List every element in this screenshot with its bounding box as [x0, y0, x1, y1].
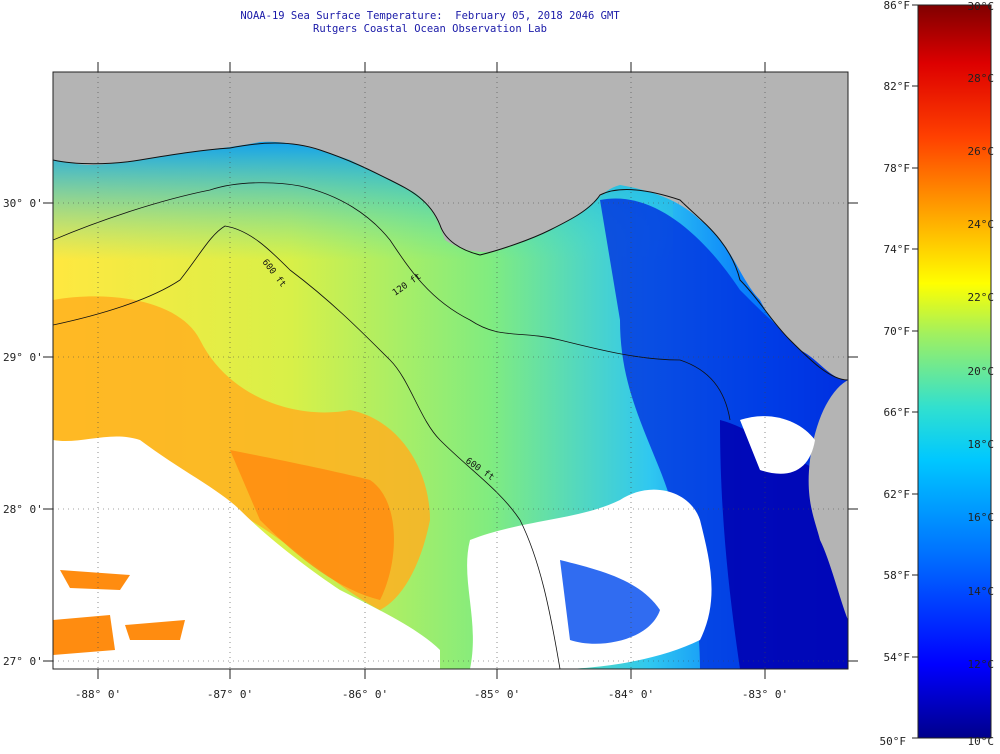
lon-label-84: -84° 0' [608, 688, 654, 701]
warm-patch-2 [53, 615, 115, 655]
cb-c-18: 18°C [968, 438, 995, 451]
warm-water-core [230, 450, 394, 600]
map-area [53, 72, 848, 669]
cb-f-78: 78°F [884, 162, 911, 175]
cb-c-24: 24°C [968, 218, 995, 231]
cb-c-16: 16°C [968, 511, 995, 524]
cloud-cover-east [740, 416, 815, 474]
map-title: NOAA-19 Sea Surface Temperature: Februar… [0, 10, 860, 36]
cb-f-58: 58°F [884, 569, 911, 582]
cb-c-14: 14°C [968, 585, 995, 598]
colorbar-ticks [912, 4, 918, 739]
lat-label-30: 30° 0' [3, 197, 43, 210]
cb-c-22: 22°C [968, 291, 995, 304]
map-frame [52, 71, 849, 670]
lat-label-28: 28° 0' [3, 503, 43, 516]
cold-patch [560, 560, 660, 644]
land-mass [53, 72, 848, 380]
cb-c-26: 26°C [968, 145, 995, 158]
cb-f-50: 50°F [880, 735, 907, 748]
warm-patch-1 [60, 570, 130, 590]
cb-c-30: 30°C [968, 0, 995, 13]
cb-c-28: 28°C [968, 72, 995, 85]
lon-label-85: -85° 0' [474, 688, 520, 701]
cb-c-10: 10°C [968, 735, 995, 748]
cb-c-20: 20°C [968, 365, 995, 378]
cb-f-86: 86°F [884, 0, 911, 12]
contour-600ft [53, 225, 561, 669]
cloud-cover-southwest [53, 436, 440, 669]
lon-label-83: -83° 0' [742, 688, 788, 701]
cb-f-54: 54°F [884, 651, 911, 664]
colorbar [917, 4, 992, 739]
lon-label-86: -86° 0' [342, 688, 388, 701]
lat-label-29: 29° 0' [3, 351, 43, 364]
cb-f-74: 74°F [884, 243, 911, 256]
title-line-1: NOAA-19 Sea Surface Temperature: Februar… [240, 10, 620, 22]
lat-label-27: 27° 0' [3, 655, 43, 668]
coastline [53, 142, 848, 381]
cb-c-12: 12°C [968, 658, 995, 671]
frame-ticks [43, 62, 858, 679]
warm-patch-3 [125, 620, 185, 640]
cb-f-62: 62°F [884, 488, 911, 501]
lon-label-87: -87° 0' [207, 688, 253, 701]
lon-label-88: -88° 0' [75, 688, 121, 701]
cb-f-70: 70°F [884, 325, 911, 338]
contour-120ft [53, 182, 731, 421]
title-line-2: Rutgers Coastal Ocean Observation Lab [313, 23, 547, 35]
florida-peninsula [808, 380, 848, 620]
cb-f-66: 66°F [884, 406, 911, 419]
cb-f-82: 82°F [884, 80, 911, 93]
